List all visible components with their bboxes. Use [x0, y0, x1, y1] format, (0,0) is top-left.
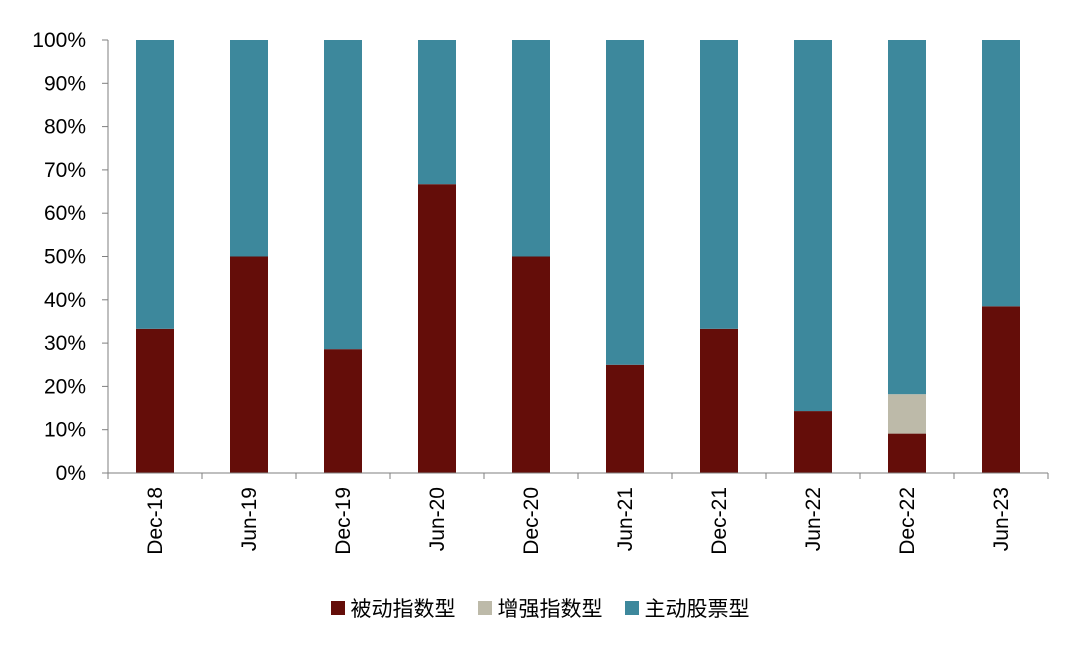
y-tick-label: 70% [44, 159, 86, 182]
bar-dec-20-series-0 [512, 256, 550, 473]
y-tick-label: 100% [32, 29, 86, 52]
x-tick-label: Dec-21 [708, 487, 731, 555]
x-tick-label: Dec-22 [896, 487, 919, 555]
legend-label-active-equity: 主动股票型 [644, 597, 750, 621]
bar-jun-20-series-0 [418, 184, 456, 473]
bar-dec-21-series-2 [700, 40, 738, 329]
y-tick-label: 90% [44, 72, 86, 95]
legend-label-enhanced-index: 增强指数型 [497, 597, 603, 621]
y-tick-label: 10% [44, 419, 86, 442]
bar-jun-23-series-2 [982, 40, 1020, 307]
y-tick-label: 60% [44, 202, 86, 225]
legend-item-enhanced-index: 增强指数型 [477, 593, 603, 623]
bar-dec-20-series-2 [512, 40, 550, 257]
x-tick-label: Jun-23 [990, 487, 1013, 551]
legend-label-passive-index: 被动指数型 [350, 597, 456, 621]
x-tick-label: Jun-20 [426, 487, 449, 551]
legend-swatch-enhanced-index [477, 601, 492, 615]
bar-jun-22-series-0 [794, 411, 832, 473]
x-tick-label: Dec-20 [520, 487, 543, 555]
x-tick-label: Dec-18 [144, 487, 167, 555]
y-tick-label: 30% [44, 332, 86, 355]
y-tick-label: 0% [56, 462, 86, 485]
x-tick-label: Jun-21 [614, 487, 637, 551]
legend: 被动指数型 增强指数型 主动股票型 [0, 588, 1080, 628]
y-tick-label: 50% [44, 246, 86, 269]
x-tick-label: Jun-22 [802, 487, 825, 551]
x-tick-label: Dec-19 [332, 487, 355, 555]
y-tick-label: 80% [44, 116, 86, 139]
bar-dec-22-series-1 [888, 394, 926, 434]
bar-dec-18-series-2 [136, 40, 174, 329]
bar-jun-20-series-2 [418, 40, 456, 185]
legend-swatch-active-equity [624, 601, 639, 615]
bar-jun-21-series-2 [606, 40, 644, 365]
legend-item-active-equity: 主动股票型 [624, 593, 750, 623]
bar-jun-23-series-0 [982, 306, 1020, 473]
bar-dec-19-series-0 [324, 349, 362, 473]
bar-dec-22-series-0 [888, 433, 926, 473]
y-tick-label: 40% [44, 289, 86, 312]
axes-group: 0% 10% 20% 30% 40% 50% 60% 70% 80% 90% 100% Dec-18 J… [32, 29, 1049, 555]
bar-dec-21-series-0 [700, 328, 738, 473]
bar-jun-22-series-2 [794, 40, 832, 412]
legend-swatch-passive-index [330, 601, 345, 615]
bar-jun-21-series-0 [606, 364, 644, 473]
x-tick-label: Jun-19 [238, 487, 261, 551]
bar-dec-18-series-0 [136, 328, 174, 473]
bars-group [136, 40, 1020, 473]
bar-dec-19-series-2 [324, 40, 362, 350]
bar-jun-19-series-0 [230, 256, 268, 473]
y-tick-label: 20% [44, 375, 86, 398]
legend-item-passive-index: 被动指数型 [330, 593, 456, 623]
bar-jun-19-series-2 [230, 40, 268, 257]
bar-dec-22-series-2 [888, 40, 926, 395]
